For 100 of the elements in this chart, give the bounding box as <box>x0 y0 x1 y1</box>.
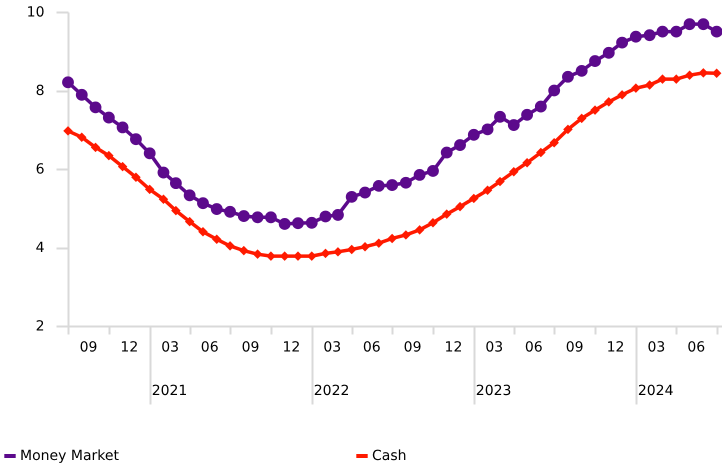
point <box>644 29 656 42</box>
point <box>184 189 196 202</box>
point <box>401 230 411 240</box>
point <box>455 202 465 212</box>
point <box>602 46 615 59</box>
x-tick-label: 09 <box>566 340 584 356</box>
point <box>672 74 682 84</box>
text: 2023 <box>476 383 512 399</box>
point <box>386 179 398 191</box>
point <box>549 138 559 148</box>
point <box>359 186 371 198</box>
point <box>508 119 520 131</box>
point <box>252 211 264 224</box>
point <box>712 68 722 78</box>
point <box>482 123 494 136</box>
point <box>521 108 534 121</box>
point <box>118 162 128 172</box>
point <box>144 184 154 194</box>
point <box>454 139 466 151</box>
point <box>482 185 492 195</box>
x-tick-label: 09 <box>80 340 98 356</box>
point <box>158 194 168 204</box>
point <box>63 126 73 136</box>
point <box>684 18 696 30</box>
point <box>184 216 194 226</box>
point <box>346 190 358 203</box>
point <box>280 251 290 261</box>
text: 2021 <box>152 383 188 399</box>
point <box>198 227 208 237</box>
point <box>332 209 344 221</box>
point <box>293 251 303 261</box>
point <box>442 209 452 219</box>
point <box>710 26 722 38</box>
point <box>239 246 249 256</box>
x-tick-label: 09 <box>404 340 422 356</box>
point <box>320 210 332 222</box>
legend-label: Cash <box>372 448 407 464</box>
point <box>278 218 291 230</box>
text: 2022 <box>314 383 350 399</box>
point <box>266 251 276 261</box>
point <box>428 218 438 228</box>
point <box>170 177 182 190</box>
point <box>616 36 628 49</box>
point <box>77 132 87 142</box>
point <box>576 64 588 77</box>
point <box>509 167 519 176</box>
point <box>469 194 479 204</box>
point <box>346 244 356 254</box>
point <box>644 80 654 90</box>
point <box>494 110 506 123</box>
point <box>400 176 412 189</box>
x-tick-label: 03 <box>485 340 504 356</box>
point <box>360 242 370 252</box>
point <box>414 225 424 235</box>
point <box>630 30 642 43</box>
point <box>307 251 316 261</box>
point <box>102 112 115 124</box>
point <box>104 150 114 160</box>
point <box>306 216 318 229</box>
y-tick-label: 4 <box>36 240 45 256</box>
point <box>333 247 343 257</box>
point <box>670 26 682 38</box>
point <box>468 128 480 141</box>
point <box>590 105 600 115</box>
point <box>374 238 384 248</box>
point <box>320 248 330 258</box>
point <box>604 97 614 107</box>
y-tick-label: 2 <box>36 318 44 334</box>
point <box>589 55 601 67</box>
x-tick-label: 09 <box>242 340 260 356</box>
point <box>534 100 547 112</box>
point <box>171 206 181 216</box>
point <box>536 148 546 158</box>
x-tick-label: 06 <box>362 340 381 356</box>
point <box>225 241 235 251</box>
point <box>252 249 262 259</box>
point <box>116 121 129 134</box>
point <box>197 197 209 210</box>
point <box>372 180 385 192</box>
text: 2024 <box>638 383 674 399</box>
point <box>292 217 304 230</box>
point <box>697 18 710 30</box>
x-tick-label: 06 <box>524 340 543 356</box>
point <box>563 124 573 134</box>
point <box>562 70 574 83</box>
point <box>495 176 505 186</box>
point <box>76 88 88 101</box>
point <box>212 234 222 244</box>
y-tick-label: 8 <box>36 83 44 99</box>
point <box>658 74 668 84</box>
point <box>617 90 627 100</box>
point <box>414 168 426 181</box>
point <box>522 158 532 168</box>
x-tick-label: 12 <box>282 340 300 356</box>
x-tick-label: 03 <box>647 340 666 356</box>
point <box>427 165 439 177</box>
x-tick-label: 12 <box>606 340 624 356</box>
y-tick-label: 6 <box>36 162 45 178</box>
point <box>387 234 397 244</box>
x-tick-label: 03 <box>161 340 180 356</box>
